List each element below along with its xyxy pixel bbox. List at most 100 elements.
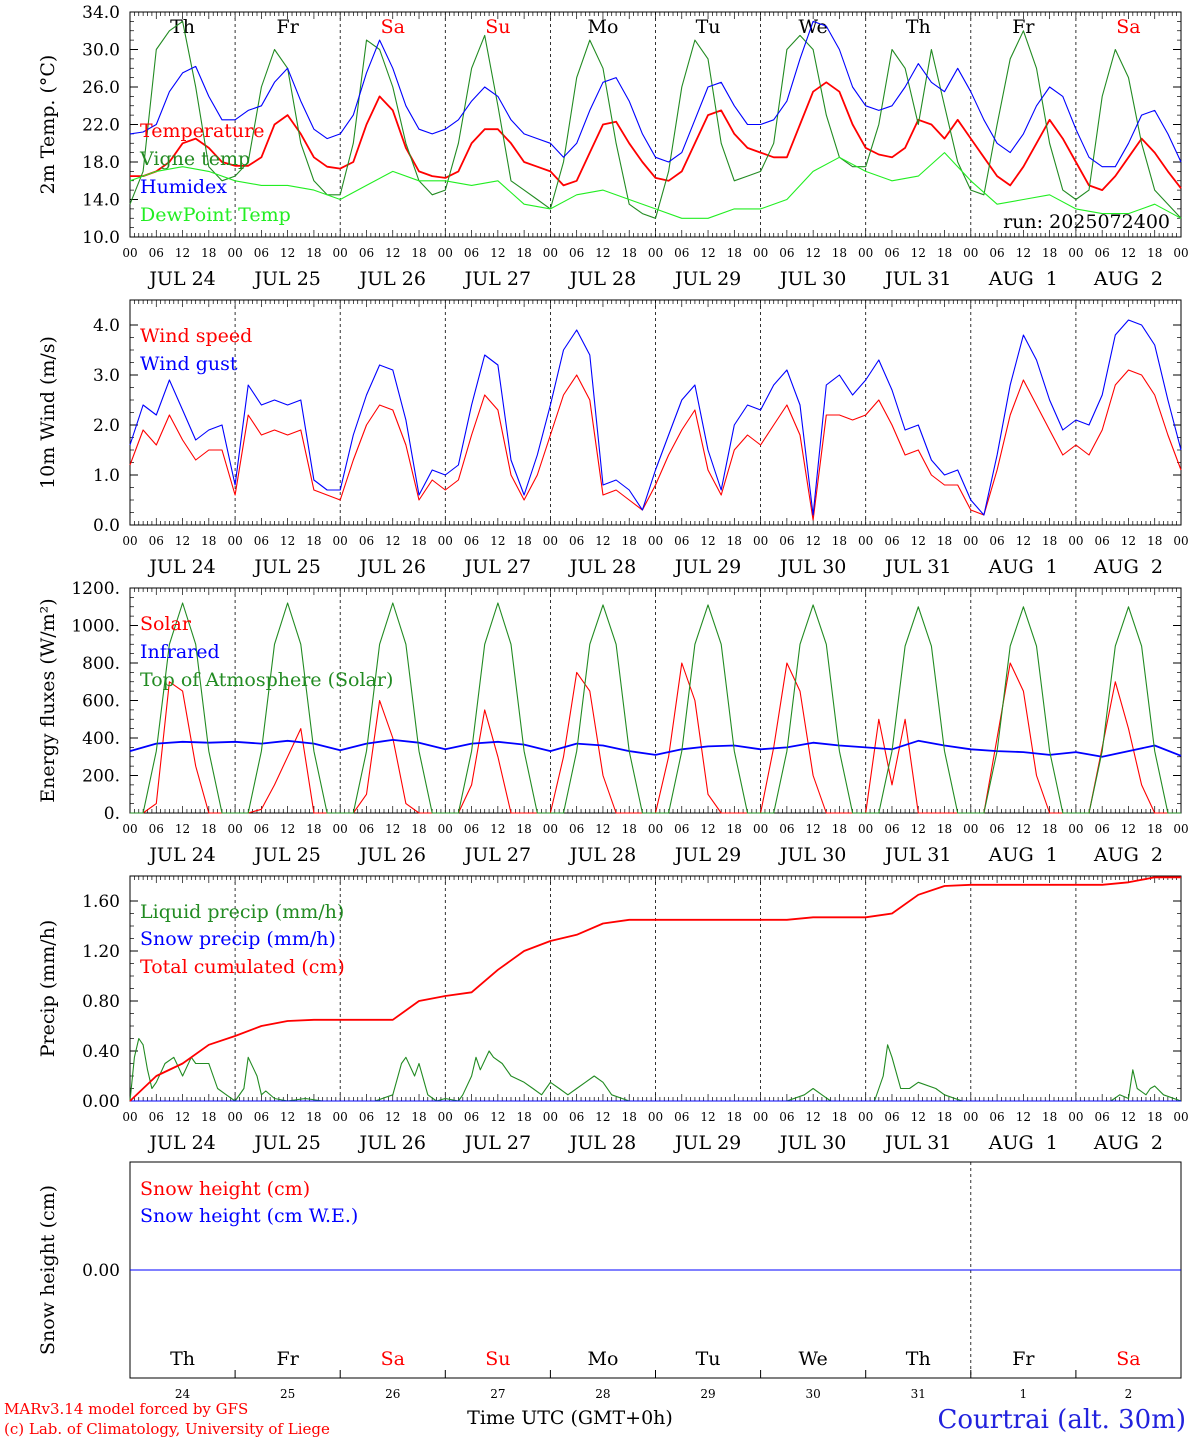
hour-tick-label: 00 — [753, 822, 768, 836]
hour-tick-label: 06 — [569, 534, 584, 548]
weekday-label: We — [799, 1348, 828, 1370]
y-tick-label: 0.0 — [93, 516, 120, 536]
hour-tick-label: 12 — [911, 534, 926, 548]
hour-tick-label: 18 — [1042, 1110, 1057, 1124]
weekday-label: Th — [170, 1348, 195, 1370]
weekday-label: Sa — [381, 1348, 405, 1370]
hour-tick-label: 12 — [280, 534, 295, 548]
date-label: JUL 24 — [147, 1132, 215, 1154]
date-label: JUL 29 — [673, 844, 741, 866]
hour-tick-label: 12 — [385, 246, 400, 260]
hour-tick-label: 06 — [464, 534, 479, 548]
hour-tick-label: 18 — [622, 822, 637, 836]
y-tick-label: 26.0 — [82, 78, 120, 98]
y-tick-label: 4.0 — [93, 316, 120, 336]
y-tick-label: 10.0 — [82, 228, 120, 248]
hour-tick-label: 00 — [1068, 246, 1083, 260]
hour-tick-label: 18 — [832, 534, 847, 548]
hour-tick-label: 00 — [122, 1110, 137, 1124]
hour-tick-label: 00 — [963, 534, 978, 548]
hour-tick-label: 06 — [884, 246, 899, 260]
hour-tick-label: 06 — [1095, 534, 1110, 548]
hour-tick-label: 18 — [727, 1110, 742, 1124]
y-axis-title: Snow height (cm) — [37, 1185, 59, 1355]
series-line-wind-gust — [129, 319, 1182, 516]
hour-tick-label: 18 — [306, 822, 321, 836]
hour-tick-label: 00 — [858, 822, 873, 836]
hour-tick-label: 12 — [385, 534, 400, 548]
hour-tick-label: 00 — [333, 1110, 348, 1124]
hour-tick-label: 06 — [464, 246, 479, 260]
date-label: JUL 24 — [147, 844, 215, 866]
hour-tick-label: 12 — [385, 1110, 400, 1124]
hour-tick-label: 00 — [1173, 534, 1188, 548]
date-label: JUL 25 — [252, 1132, 320, 1154]
hour-tick-label: 18 — [516, 246, 531, 260]
series-line-total-cumulated-cm- — [129, 876, 1181, 1102]
day-number-label: 31 — [911, 1387, 926, 1401]
hour-tick-label: 12 — [490, 534, 505, 548]
hour-tick-label: 06 — [569, 822, 584, 836]
hour-tick-label: 00 — [648, 822, 663, 836]
hour-tick-label: 18 — [306, 246, 321, 260]
weekday-label: Th — [906, 1348, 931, 1370]
weekday-label: Sa — [1116, 1348, 1140, 1370]
panels: 00 06 12 18 00 06 12 18 00 06 12 18 00 06 12 18 00 06 12 18… — [37, 3, 1189, 1401]
hour-tick-label: 18 — [201, 534, 216, 548]
legend-entry: Wind gust — [140, 353, 238, 375]
hour-tick-label: 12 — [175, 1110, 190, 1124]
hour-tick-label: 12 — [700, 822, 715, 836]
hour-tick-label: 00 — [963, 1110, 978, 1124]
panel-2: 00 06 12 18 00 06 12 18 00 06 12 18 00 06 12 18 00 06 12 18… — [37, 299, 1189, 578]
hour-tick-label: 18 — [622, 246, 637, 260]
hour-tick-label: 18 — [1042, 246, 1057, 260]
y-axis-title: Precip (mm/h) — [37, 920, 59, 1058]
hour-tick-label: 06 — [254, 246, 269, 260]
date-label: JUL 26 — [358, 556, 426, 578]
panel-3: 00 06 12 18 00 06 12 18 00 06 12 18 00 06 12 18 00 06 12 18… — [37, 579, 1189, 866]
day-number-label: 25 — [280, 1387, 295, 1401]
hour-tick-label: 00 — [333, 534, 348, 548]
date-label: JUL 30 — [778, 844, 846, 866]
hour-tick-label: 00 — [543, 246, 558, 260]
weekday-label: Fr — [1012, 16, 1035, 38]
y-tick-label: 30.0 — [82, 41, 120, 61]
hour-tick-label: 06 — [1095, 1110, 1110, 1124]
y-axis-title: Energy fluxes (W/m²) — [37, 598, 59, 802]
hour-tick-label: 18 — [937, 1110, 952, 1124]
hour-tick-label: 18 — [1147, 1110, 1162, 1124]
hour-tick-label: 12 — [806, 534, 821, 548]
hour-tick-label: 12 — [700, 246, 715, 260]
hour-tick-label: 12 — [1016, 1110, 1031, 1124]
series-line-humidex — [129, 20, 1182, 168]
hour-tick-label: 06 — [1095, 246, 1110, 260]
hour-tick-label: 06 — [779, 1110, 794, 1124]
weekday-label: Sa — [1116, 16, 1140, 38]
y-tick-label: 400. — [82, 729, 120, 749]
hour-tick-label: 06 — [884, 822, 899, 836]
plot-frame — [129, 299, 1182, 526]
date-label: AUG 2 — [1093, 556, 1163, 578]
hour-tick-label: 12 — [280, 246, 295, 260]
legend-entry: Vigne temp — [139, 148, 250, 170]
hour-tick-label: 18 — [832, 246, 847, 260]
weekday-label: Fr — [277, 1348, 300, 1370]
hour-tick-label: 06 — [464, 822, 479, 836]
hour-tick-label: 18 — [516, 822, 531, 836]
hour-tick-label: 18 — [201, 246, 216, 260]
hour-tick-label: 06 — [569, 246, 584, 260]
hour-tick-label: 00 — [753, 534, 768, 548]
y-tick-label: 14.0 — [82, 191, 120, 211]
model-credit: MARv3.14 model forced by GFS — [4, 1400, 248, 1418]
hour-tick-label: 00 — [1068, 1110, 1083, 1124]
hour-tick-label: 06 — [989, 1110, 1004, 1124]
hour-tick-label: 12 — [595, 246, 610, 260]
y-tick-label: 18.0 — [82, 153, 120, 173]
hour-tick-label: 06 — [149, 822, 164, 836]
hour-tick-label: 00 — [543, 534, 558, 548]
hour-tick-label: 18 — [1147, 822, 1162, 836]
date-label: JUL 30 — [778, 556, 846, 578]
hour-tick-label: 06 — [254, 1110, 269, 1124]
day-number-label: 30 — [806, 1387, 821, 1401]
